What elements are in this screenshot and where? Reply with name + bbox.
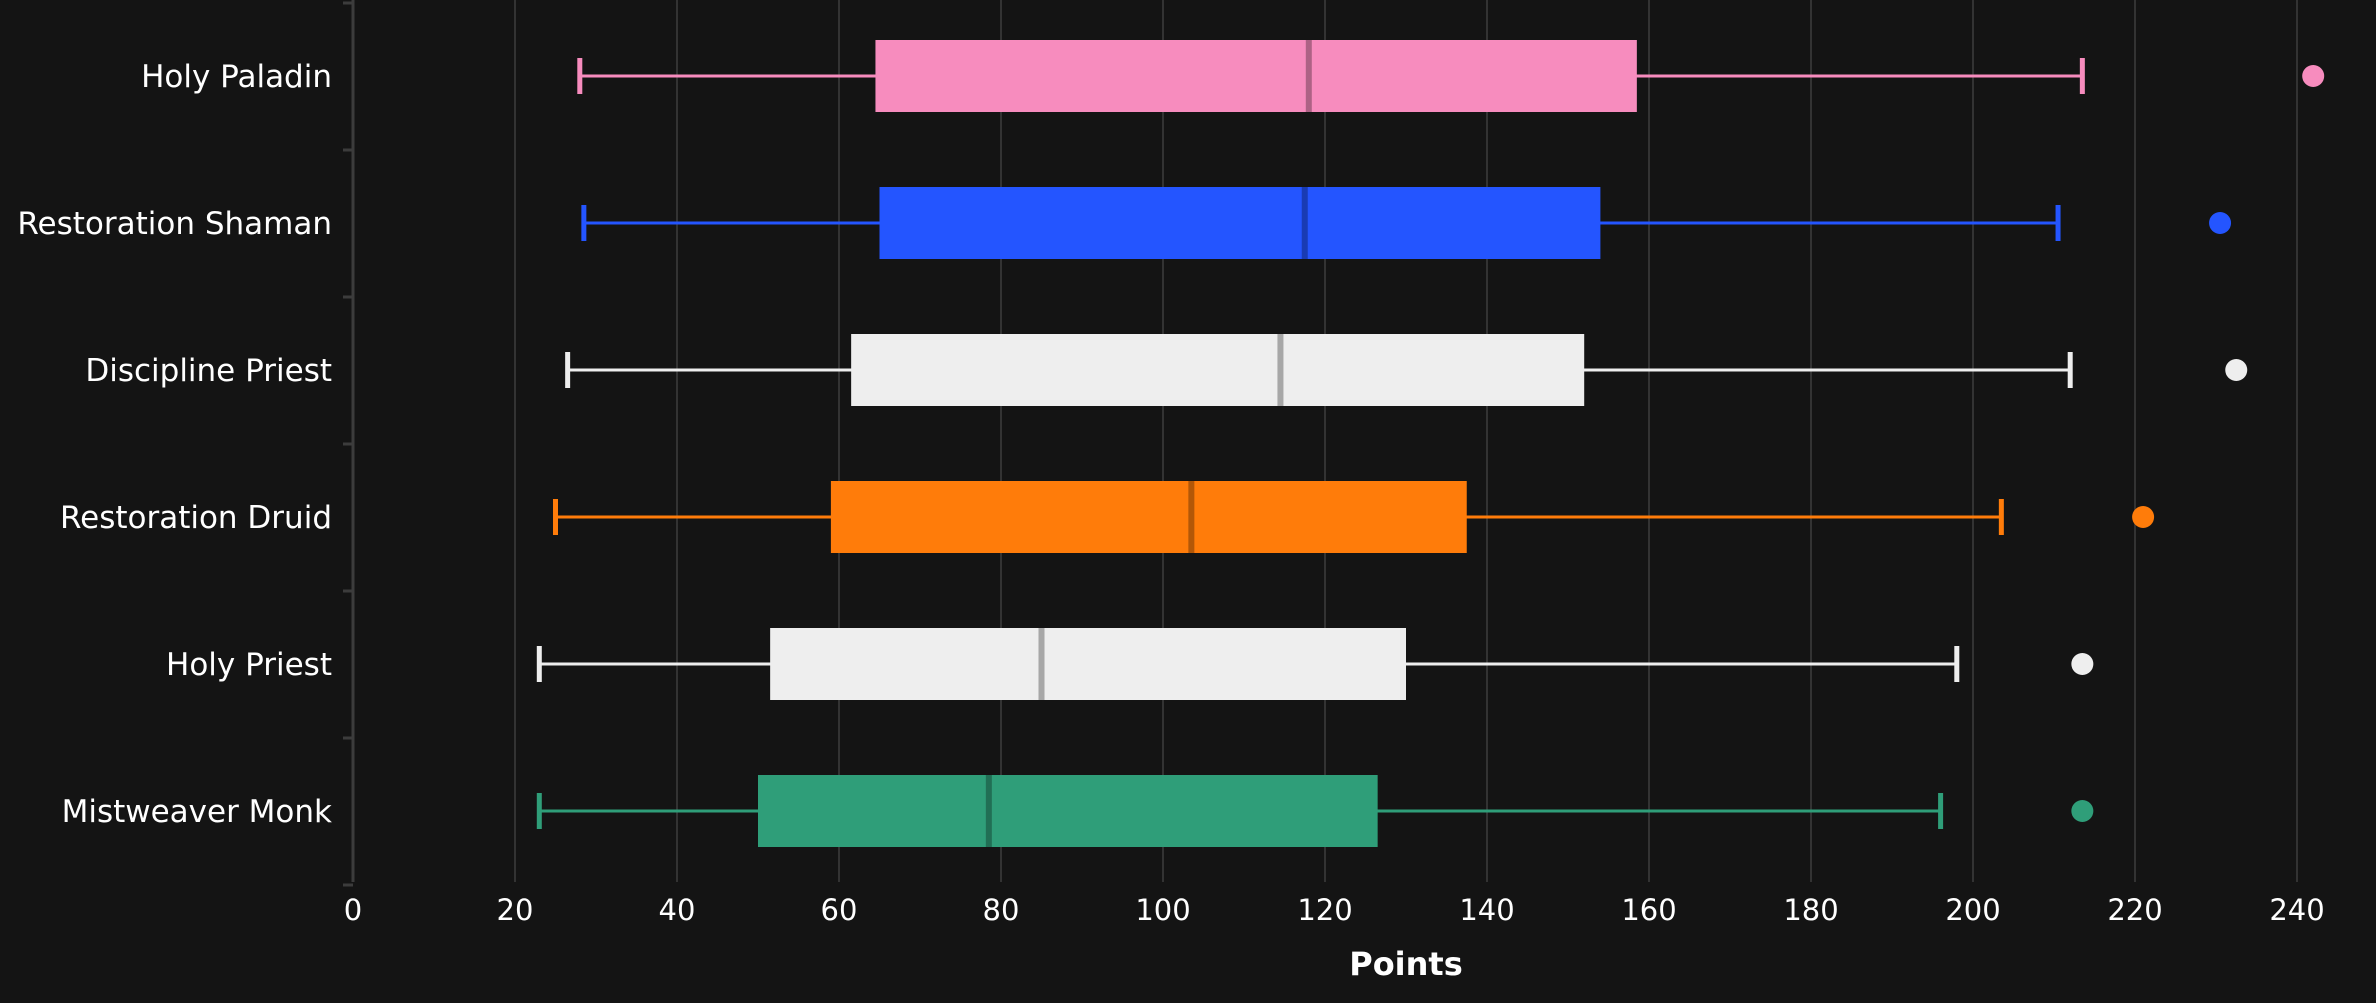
box-group bbox=[577, 40, 2325, 112]
category-label: Mistweaver Monk bbox=[62, 794, 332, 830]
iqr-box bbox=[851, 334, 1585, 406]
category-label: Holy Priest bbox=[166, 647, 332, 683]
iqr-box bbox=[830, 481, 1467, 553]
box-group bbox=[553, 481, 2155, 553]
x-tick-label: 20 bbox=[497, 893, 534, 927]
category-label: Discipline Priest bbox=[85, 353, 332, 389]
box-layer bbox=[536, 40, 2325, 847]
x-tick-label: 80 bbox=[983, 893, 1020, 927]
x-tick-label: 240 bbox=[2269, 893, 2324, 927]
outlier-point bbox=[2071, 800, 2094, 822]
x-tick-label: 200 bbox=[1945, 893, 2000, 927]
box-group bbox=[536, 775, 2094, 847]
x-tick-label: 180 bbox=[1783, 893, 1838, 927]
box-group bbox=[536, 628, 2094, 700]
box-group bbox=[565, 334, 2248, 406]
iqr-box bbox=[879, 187, 1601, 259]
x-tick-label: 100 bbox=[1135, 893, 1190, 927]
x-tick-label: 40 bbox=[659, 893, 696, 927]
iqr-box bbox=[875, 40, 1637, 112]
x-tick-label: 160 bbox=[1621, 893, 1676, 927]
category-label: Holy Paladin bbox=[141, 59, 332, 95]
iqr-box bbox=[758, 775, 1378, 847]
category-label: Restoration Druid bbox=[60, 500, 332, 536]
x-axis-title: Points bbox=[1349, 945, 1463, 983]
grid-layer bbox=[514, 0, 2298, 882]
axis-layer: 0 20 40 60 80 100 120 140 160 180 200 220 240 Holy Pa… bbox=[17, 0, 2325, 927]
x-tick-label: 120 bbox=[1297, 893, 1352, 927]
outlier-point bbox=[2132, 506, 2155, 528]
box-group bbox=[581, 187, 2232, 259]
category-label: Restoration Shaman bbox=[17, 206, 332, 242]
outlier-point bbox=[2071, 653, 2094, 675]
outlier-point bbox=[2225, 359, 2248, 381]
outlier-point bbox=[2302, 65, 2325, 87]
x-tick-label: 220 bbox=[2107, 893, 2162, 927]
iqr-box bbox=[770, 628, 1406, 700]
outlier-point bbox=[2209, 212, 2232, 234]
x-tick-label: 60 bbox=[821, 893, 858, 927]
x-tick-label: 140 bbox=[1459, 893, 1514, 927]
x-tick-label: 0 bbox=[344, 893, 362, 927]
